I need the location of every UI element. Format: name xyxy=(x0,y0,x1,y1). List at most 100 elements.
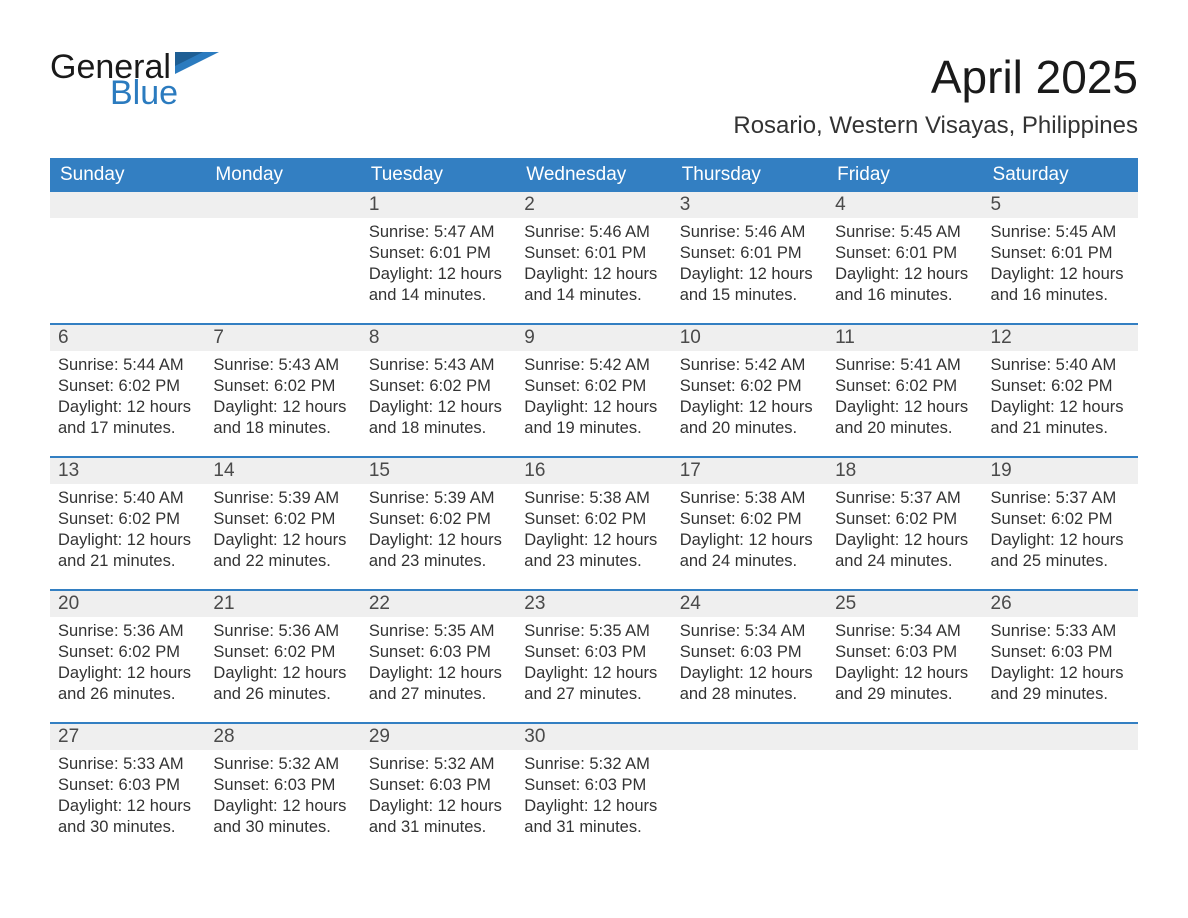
week-row: 6Sunrise: 5:44 AMSunset: 6:02 PMDaylight… xyxy=(50,325,1138,457)
sunrise-line: Sunrise: 5:42 AM xyxy=(524,355,663,376)
sunrise-line: Sunrise: 5:46 AM xyxy=(680,222,819,243)
sunrise-line: Sunrise: 5:45 AM xyxy=(991,222,1130,243)
day-cell: 28Sunrise: 5:32 AMSunset: 6:03 PMDayligh… xyxy=(205,724,360,856)
day-cell: 11Sunrise: 5:41 AMSunset: 6:02 PMDayligh… xyxy=(827,325,982,457)
daylight-line: Daylight: 12 hours xyxy=(58,663,197,684)
daylight-minutes-line: and 31 minutes. xyxy=(524,817,663,838)
day-cell: 24Sunrise: 5:34 AMSunset: 6:03 PMDayligh… xyxy=(672,591,827,723)
page-title: April 2025 xyxy=(733,50,1138,104)
sunset-line: Sunset: 6:03 PM xyxy=(524,642,663,663)
day-cell: 12Sunrise: 5:40 AMSunset: 6:02 PMDayligh… xyxy=(983,325,1138,457)
daylight-minutes-line: and 21 minutes. xyxy=(58,551,197,572)
sunset-line: Sunset: 6:02 PM xyxy=(369,509,508,530)
daylight-minutes-line: and 26 minutes. xyxy=(58,684,197,705)
sunrise-line: Sunrise: 5:32 AM xyxy=(369,754,508,775)
day-body: Sunrise: 5:32 AMSunset: 6:03 PMDaylight:… xyxy=(516,750,671,846)
daylight-minutes-line: and 25 minutes. xyxy=(991,551,1130,572)
daylight-minutes-line: and 19 minutes. xyxy=(524,418,663,439)
day-cell: 29Sunrise: 5:32 AMSunset: 6:03 PMDayligh… xyxy=(361,724,516,856)
daylight-line: Daylight: 12 hours xyxy=(524,397,663,418)
daylight-minutes-line: and 20 minutes. xyxy=(835,418,974,439)
daylight-minutes-line: and 24 minutes. xyxy=(680,551,819,572)
week-row: 20Sunrise: 5:36 AMSunset: 6:02 PMDayligh… xyxy=(50,591,1138,723)
daylight-minutes-line: and 21 minutes. xyxy=(991,418,1130,439)
daylight-minutes-line: and 26 minutes. xyxy=(213,684,352,705)
sunrise-line: Sunrise: 5:32 AM xyxy=(524,754,663,775)
daylight-minutes-line: and 28 minutes. xyxy=(680,684,819,705)
sunrise-line: Sunrise: 5:39 AM xyxy=(369,488,508,509)
day-cell: 9Sunrise: 5:42 AMSunset: 6:02 PMDaylight… xyxy=(516,325,671,457)
day-number: 24 xyxy=(672,591,827,617)
daylight-line: Daylight: 12 hours xyxy=(213,397,352,418)
daylight-minutes-line: and 27 minutes. xyxy=(369,684,508,705)
day-body: Sunrise: 5:43 AMSunset: 6:02 PMDaylight:… xyxy=(205,351,360,447)
daylight-line: Daylight: 12 hours xyxy=(213,530,352,551)
day-body: Sunrise: 5:46 AMSunset: 6:01 PMDaylight:… xyxy=(516,218,671,314)
day-cell: 10Sunrise: 5:42 AMSunset: 6:02 PMDayligh… xyxy=(672,325,827,457)
day-body: Sunrise: 5:44 AMSunset: 6:02 PMDaylight:… xyxy=(50,351,205,447)
day-number: 20 xyxy=(50,591,205,617)
daylight-line: Daylight: 12 hours xyxy=(58,530,197,551)
day-cell: 7Sunrise: 5:43 AMSunset: 6:02 PMDaylight… xyxy=(205,325,360,457)
sunrise-line: Sunrise: 5:35 AM xyxy=(524,621,663,642)
sunset-line: Sunset: 6:03 PM xyxy=(58,775,197,796)
sunset-line: Sunset: 6:03 PM xyxy=(991,642,1130,663)
sunrise-line: Sunrise: 5:34 AM xyxy=(680,621,819,642)
sunrise-line: Sunrise: 5:38 AM xyxy=(680,488,819,509)
col-header: Friday xyxy=(827,158,982,192)
daylight-line: Daylight: 12 hours xyxy=(213,663,352,684)
sunset-line: Sunset: 6:03 PM xyxy=(213,775,352,796)
daylight-line: Daylight: 12 hours xyxy=(58,796,197,817)
sunset-line: Sunset: 6:02 PM xyxy=(835,376,974,397)
col-header: Wednesday xyxy=(516,158,671,192)
sunrise-line: Sunrise: 5:43 AM xyxy=(369,355,508,376)
day-cell xyxy=(205,192,360,324)
day-number: 25 xyxy=(827,591,982,617)
day-number: 8 xyxy=(361,325,516,351)
sunrise-line: Sunrise: 5:44 AM xyxy=(58,355,197,376)
daylight-line: Daylight: 12 hours xyxy=(58,397,197,418)
day-body: Sunrise: 5:42 AMSunset: 6:02 PMDaylight:… xyxy=(672,351,827,447)
col-header: Saturday xyxy=(983,158,1138,192)
day-number: 19 xyxy=(983,458,1138,484)
day-cell: 8Sunrise: 5:43 AMSunset: 6:02 PMDaylight… xyxy=(361,325,516,457)
day-body: Sunrise: 5:39 AMSunset: 6:02 PMDaylight:… xyxy=(361,484,516,580)
day-cell: 21Sunrise: 5:36 AMSunset: 6:02 PMDayligh… xyxy=(205,591,360,723)
day-body: Sunrise: 5:47 AMSunset: 6:01 PMDaylight:… xyxy=(361,218,516,314)
sunrise-line: Sunrise: 5:43 AM xyxy=(213,355,352,376)
daylight-minutes-line: and 20 minutes. xyxy=(680,418,819,439)
calendar-page: General Blue April 2025 Rosario, Western… xyxy=(0,0,1188,896)
flag-icon xyxy=(175,52,219,78)
sunset-line: Sunset: 6:02 PM xyxy=(524,376,663,397)
day-cell: 14Sunrise: 5:39 AMSunset: 6:02 PMDayligh… xyxy=(205,458,360,590)
day-cell: 18Sunrise: 5:37 AMSunset: 6:02 PMDayligh… xyxy=(827,458,982,590)
day-cell: 25Sunrise: 5:34 AMSunset: 6:03 PMDayligh… xyxy=(827,591,982,723)
day-cell xyxy=(827,724,982,856)
sunrise-line: Sunrise: 5:41 AM xyxy=(835,355,974,376)
sunset-line: Sunset: 6:02 PM xyxy=(680,509,819,530)
daylight-minutes-line: and 16 minutes. xyxy=(991,285,1130,306)
day-cell: 6Sunrise: 5:44 AMSunset: 6:02 PMDaylight… xyxy=(50,325,205,457)
daylight-line: Daylight: 12 hours xyxy=(835,663,974,684)
sunset-line: Sunset: 6:01 PM xyxy=(991,243,1130,264)
day-body xyxy=(205,218,360,308)
day-number: 6 xyxy=(50,325,205,351)
day-number: 2 xyxy=(516,192,671,218)
sunset-line: Sunset: 6:02 PM xyxy=(369,376,508,397)
sunset-line: Sunset: 6:02 PM xyxy=(524,509,663,530)
sunset-line: Sunset: 6:02 PM xyxy=(58,509,197,530)
day-number: 1 xyxy=(361,192,516,218)
day-cell xyxy=(50,192,205,324)
sunrise-line: Sunrise: 5:38 AM xyxy=(524,488,663,509)
sunrise-line: Sunrise: 5:45 AM xyxy=(835,222,974,243)
sunset-line: Sunset: 6:02 PM xyxy=(213,642,352,663)
sunset-line: Sunset: 6:01 PM xyxy=(369,243,508,264)
day-body: Sunrise: 5:33 AMSunset: 6:03 PMDaylight:… xyxy=(983,617,1138,713)
daylight-line: Daylight: 12 hours xyxy=(680,530,819,551)
daylight-line: Daylight: 12 hours xyxy=(680,264,819,285)
day-number: 13 xyxy=(50,458,205,484)
day-number: 26 xyxy=(983,591,1138,617)
sunrise-line: Sunrise: 5:32 AM xyxy=(213,754,352,775)
day-number xyxy=(827,724,982,750)
daylight-line: Daylight: 12 hours xyxy=(680,397,819,418)
